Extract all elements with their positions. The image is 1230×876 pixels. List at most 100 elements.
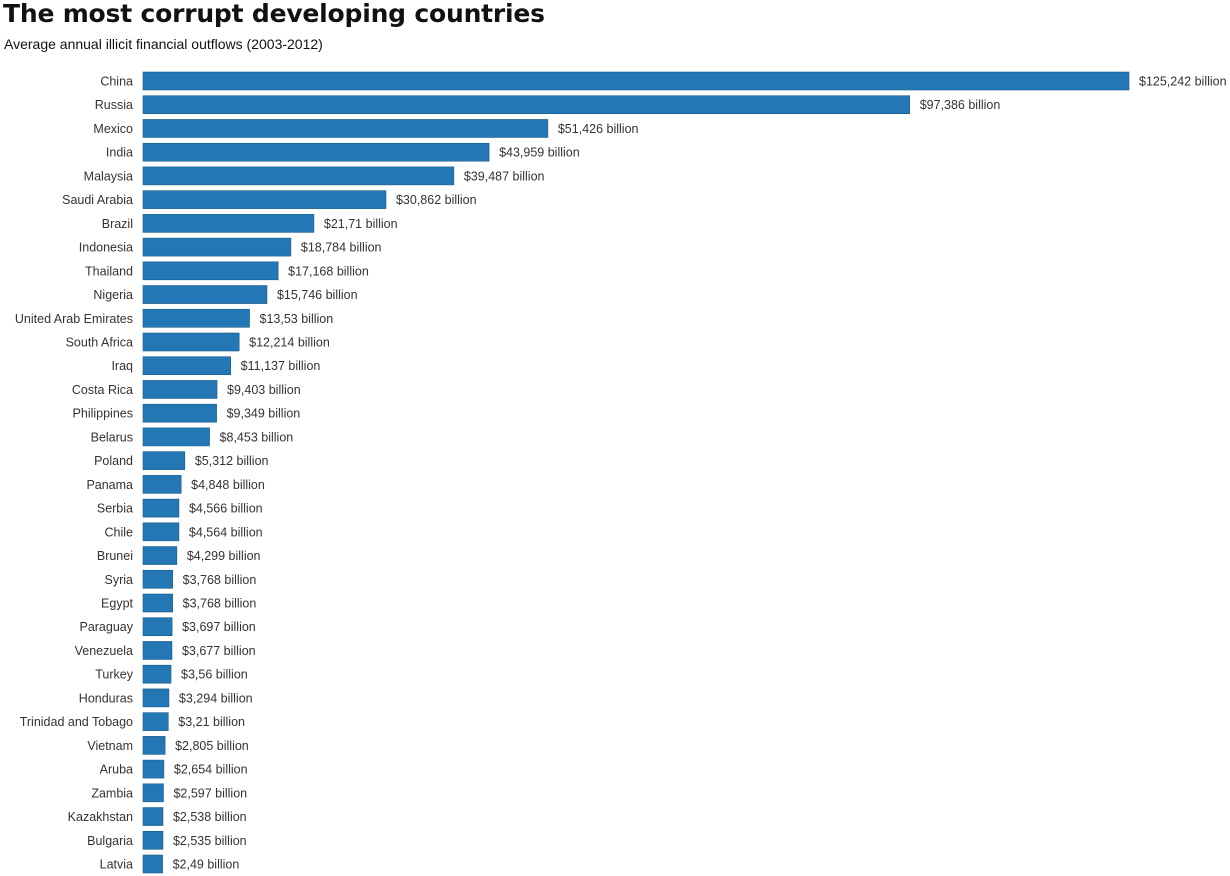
value-label-aruba: $2,654 billion xyxy=(174,763,248,777)
category-label-syria: Syria xyxy=(105,573,134,587)
bar-indonesia xyxy=(142,237,292,257)
category-label-belarus: Belarus xyxy=(91,430,133,444)
bar-kazakhstan xyxy=(142,807,164,826)
category-label-egypt: Egypt xyxy=(101,597,133,611)
category-label-saudi-arabia: Saudi Arabia xyxy=(62,193,133,207)
value-label-bulgaria: $2,535 billion xyxy=(173,834,247,848)
value-label-malaysia: $39,487 billion xyxy=(464,169,545,183)
value-label-paraguay: $3,697 billion xyxy=(182,620,256,634)
bar-india xyxy=(142,142,490,162)
bar-united-arab-emirates xyxy=(142,308,250,328)
bar-honduras xyxy=(142,688,170,708)
bar-aruba xyxy=(142,759,165,779)
category-label-kazakhstan: Kazakhstan xyxy=(68,810,133,824)
bar-paraguay xyxy=(142,617,173,637)
bar-trinidad-and-tobago xyxy=(142,712,169,731)
bar-chile xyxy=(142,522,180,542)
bar-mexico xyxy=(142,119,549,138)
value-label-china: $125,242 billion xyxy=(1139,75,1227,89)
category-label-chile: Chile xyxy=(105,525,134,539)
value-label-poland: $5,312 billion xyxy=(195,454,269,468)
value-label-panama: $4,848 billion xyxy=(191,478,265,492)
category-label-bulgaria: Bulgaria xyxy=(87,834,133,848)
value-label-south-africa: $12,214 billion xyxy=(249,336,330,350)
bar-russia xyxy=(142,95,910,115)
bar-brunei xyxy=(142,546,178,565)
value-label-venezuela: $3,677 billion xyxy=(182,644,256,658)
bar-costa-rica xyxy=(142,380,218,399)
category-label-russia: Russia xyxy=(95,98,133,112)
value-label-thailand: $17,168 billion xyxy=(288,264,369,278)
bar-panama xyxy=(142,475,182,494)
bar-south-africa xyxy=(142,332,240,352)
bar-poland xyxy=(142,451,186,470)
bar-china xyxy=(142,71,1130,91)
bar-syria xyxy=(142,569,173,589)
category-label-turkey: Turkey xyxy=(95,668,133,682)
value-label-nigeria: $15,746 billion xyxy=(277,288,358,302)
value-label-india: $43,959 billion xyxy=(499,146,580,160)
value-label-philippines: $9,349 billion xyxy=(227,407,301,421)
category-label-poland: Poland xyxy=(94,454,133,468)
value-label-indonesia: $18,784 billion xyxy=(301,241,382,255)
value-label-latvia: $2,49 billion xyxy=(173,858,240,872)
chart-title: The most corrupt developing countries xyxy=(3,0,545,28)
value-label-turkey: $3,56 billion xyxy=(181,668,248,682)
category-label-zambia: Zambia xyxy=(91,786,133,800)
value-label-serbia: $4,566 billion xyxy=(189,502,263,516)
bar-zambia xyxy=(142,783,164,803)
value-label-saudi-arabia: $30,862 billion xyxy=(396,193,477,207)
value-label-costa-rica: $9,403 billion xyxy=(227,383,301,397)
value-label-brunei: $4,299 billion xyxy=(187,549,261,563)
category-label-malaysia: Malaysia xyxy=(84,169,133,183)
bar-belarus xyxy=(142,427,210,447)
bar-brazil xyxy=(142,214,315,233)
category-label-thailand: Thailand xyxy=(85,264,133,278)
bar-venezuela xyxy=(142,641,173,660)
value-label-syria: $3,768 billion xyxy=(183,573,257,587)
value-label-iraq: $11,137 billion xyxy=(241,359,321,373)
category-label-brunei: Brunei xyxy=(97,549,133,563)
value-label-united-arab-emirates: $13,53 billion xyxy=(260,312,334,326)
category-label-panama: Panama xyxy=(86,478,133,492)
category-label-nigeria: Nigeria xyxy=(93,288,133,302)
value-label-kazakhstan: $2,538 billion xyxy=(173,810,247,824)
category-label-mexico: Mexico xyxy=(93,122,133,136)
value-label-mexico: $51,426 billion xyxy=(558,122,639,136)
bar-turkey xyxy=(142,664,172,684)
bar-iraq xyxy=(142,356,231,376)
category-label-serbia: Serbia xyxy=(97,502,133,516)
category-label-trinidad-and-tobago: Trinidad and Tobago xyxy=(20,715,133,729)
category-label-india: India xyxy=(106,146,133,160)
chart-subtitle: Average annual illicit financial outflow… xyxy=(4,36,323,52)
category-label-philippines: Philippines xyxy=(73,407,133,421)
value-label-brazil: $21,71 billion xyxy=(324,217,398,231)
value-label-belarus: $8,453 billion xyxy=(220,430,294,444)
category-label-brazil: Brazil xyxy=(102,217,133,231)
bar-latvia xyxy=(142,854,163,874)
category-label-aruba: Aruba xyxy=(100,763,133,777)
bar-thailand xyxy=(142,261,279,281)
value-label-zambia: $2,597 billion xyxy=(173,786,247,800)
category-label-south-africa: South Africa xyxy=(66,336,133,350)
category-label-costa-rica: Costa Rica xyxy=(72,383,133,397)
category-label-latvia: Latvia xyxy=(100,858,133,872)
category-label-iraq: Iraq xyxy=(111,359,133,373)
bar-serbia xyxy=(142,498,180,518)
bar-vietnam xyxy=(142,736,166,755)
bar-bulgaria xyxy=(142,830,164,850)
value-label-chile: $4,564 billion xyxy=(189,525,263,539)
bar-malaysia xyxy=(142,166,455,186)
value-label-egypt: $3,768 billion xyxy=(183,597,257,611)
category-label-vietnam: Vietnam xyxy=(87,739,133,753)
bar-saudi-arabia xyxy=(142,190,387,209)
bar-egypt xyxy=(142,593,173,613)
value-label-vietnam: $2,805 billion xyxy=(175,739,249,753)
value-label-trinidad-and-tobago: $3,21 billion xyxy=(178,715,245,729)
bar-philippines xyxy=(142,403,217,423)
category-label-united-arab-emirates: United Arab Emirates xyxy=(15,312,133,326)
value-label-russia: $97,386 billion xyxy=(920,98,1001,112)
category-label-honduras: Honduras xyxy=(79,691,133,705)
category-label-venezuela: Venezuela xyxy=(75,644,133,658)
